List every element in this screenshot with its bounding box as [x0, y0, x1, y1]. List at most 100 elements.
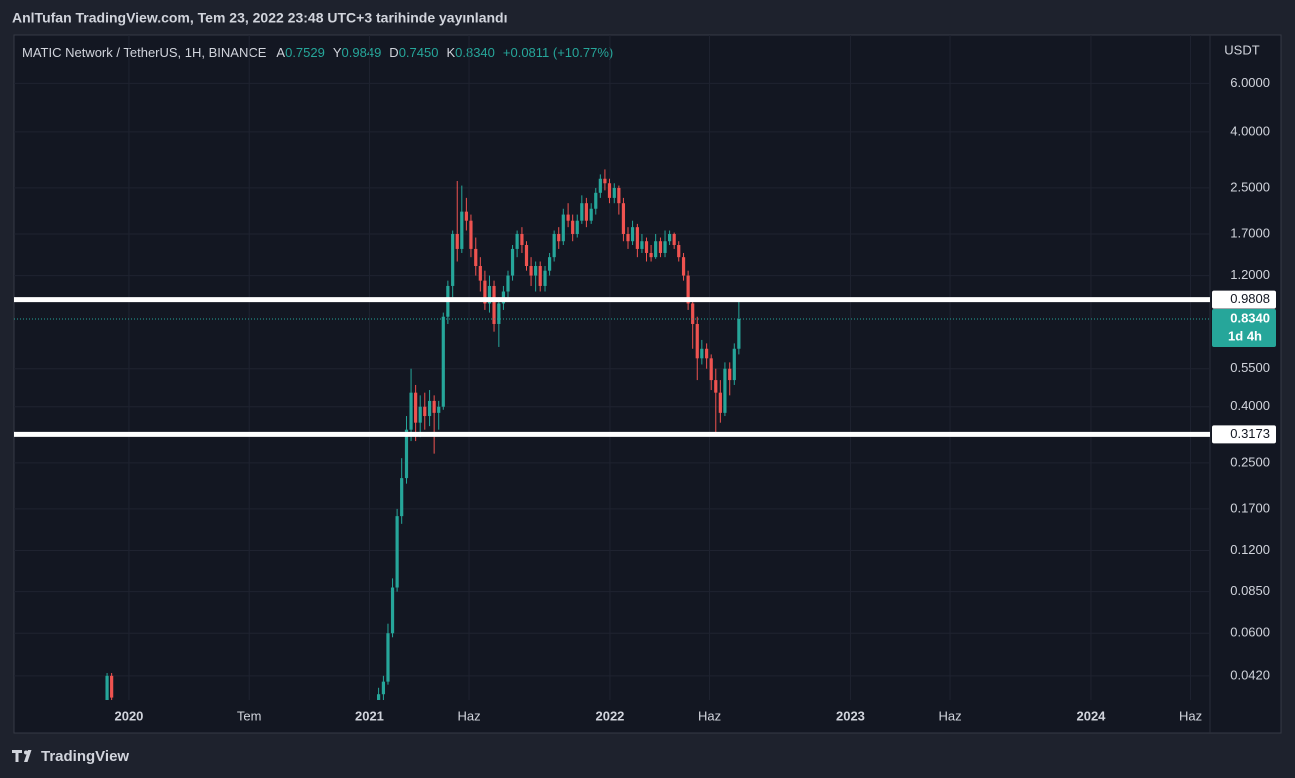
ohlc-value: 0.8340	[455, 45, 495, 60]
candle-body	[705, 348, 709, 359]
last-price-box	[1212, 309, 1276, 348]
candle-body	[423, 406, 427, 417]
y-tick-label: 1.2000	[1230, 267, 1270, 282]
y-tick-label: 6.0000	[1230, 75, 1270, 90]
candle-body	[695, 323, 699, 359]
candle-body	[506, 275, 510, 292]
brand-name: TradingView	[41, 748, 129, 765]
candle-body	[404, 429, 409, 479]
legend-text: MATIC Network / TetherUS, 1H, BINANCE A0.…	[22, 45, 613, 60]
y-tick-label: 0.4000	[1230, 398, 1270, 413]
y-tick-label: 0.1700	[1230, 500, 1270, 515]
candle-body	[621, 203, 626, 234]
publish-header: AnlTufan TradingView.com, Tem 23, 2022 2…	[12, 10, 507, 26]
candle-body	[418, 406, 422, 423]
candle-body	[483, 280, 487, 304]
brand-logo	[12, 750, 32, 762]
symbol-name: MATIC Network / TetherUS, 1H, BINANCE	[22, 45, 267, 60]
ohlc-value: 0.7529	[285, 45, 325, 60]
axes: 6.0000 4.0000 2.5000 1.7000 1.2000 0.5500 0.40…	[114, 75, 1276, 723]
candle-body	[497, 303, 501, 324]
candle-body	[515, 233, 519, 249]
y-tick-label: 0.0420	[1230, 667, 1270, 682]
candle-body	[640, 241, 644, 249]
candle-body	[469, 220, 473, 249]
change: +0.0811 (+10.77%)	[503, 45, 613, 60]
candle-body	[737, 319, 741, 349]
candle-body	[732, 348, 736, 381]
x-tick-label: 2020	[114, 708, 143, 723]
ohlc-value: 0.7450	[399, 45, 439, 60]
candle-body	[686, 275, 690, 304]
candle-body	[571, 220, 575, 234]
logo-icon	[12, 750, 32, 762]
candle-body	[105, 675, 109, 700]
candle-body	[644, 241, 649, 253]
candle-body	[432, 400, 436, 413]
candle-body	[543, 270, 547, 286]
candle-body	[437, 406, 441, 413]
y-tick-label: 0.5500	[1230, 360, 1270, 375]
candle-body	[520, 233, 524, 246]
candle-body	[110, 675, 114, 698]
candle-body	[594, 192, 598, 209]
candle-body	[409, 392, 413, 430]
candle-body	[709, 358, 713, 381]
candle-body	[667, 233, 672, 242]
chart-pane	[13, 34, 1282, 734]
candle-body	[524, 245, 529, 267]
candle-body	[376, 694, 381, 700]
candle-body	[718, 392, 722, 413]
x-tick-label: Haz	[938, 708, 961, 723]
candle-body	[714, 380, 718, 393]
x-tick-label: Tem	[237, 708, 262, 723]
logo-dot	[24, 750, 28, 755]
ohlc-label: Y	[333, 45, 342, 60]
ohlc-label: K	[446, 45, 455, 60]
candle-body	[723, 368, 727, 413]
candle-body	[598, 178, 602, 193]
x-tick-label: 2021	[355, 708, 384, 723]
candle-body	[603, 178, 607, 184]
candle-body	[460, 211, 464, 249]
candle-body	[400, 478, 404, 517]
x-tick-label: 2022	[595, 708, 624, 723]
candle-body	[626, 233, 630, 242]
candle-body	[691, 303, 695, 324]
candle-body	[658, 241, 663, 253]
x-tick-label: Haz	[457, 708, 480, 723]
y-tick-label: 0.0850	[1230, 583, 1270, 598]
candle-body	[580, 203, 584, 221]
candle-body	[728, 368, 732, 381]
candle-body	[630, 227, 635, 242]
x-tick-label: 2023	[836, 708, 865, 723]
candle-body	[607, 183, 612, 198]
candle-body	[510, 248, 515, 276]
level-label-box	[1212, 425, 1276, 444]
y-unit: USDT	[1224, 42, 1259, 57]
x-tick-label: 2024	[1076, 708, 1106, 723]
y-tick-label: 1.7000	[1230, 225, 1270, 240]
candle-body	[474, 248, 478, 267]
candle-body	[492, 285, 496, 324]
candle-body	[547, 257, 552, 271]
candle-body	[529, 266, 533, 276]
candle-body	[649, 252, 653, 258]
candle-body	[538, 266, 542, 286]
candle-body	[557, 233, 561, 242]
ohlc-label: A	[276, 45, 285, 60]
candle-body	[635, 227, 639, 249]
level-label-box	[1212, 290, 1276, 309]
candle-body	[677, 245, 681, 258]
candle-body	[566, 214, 570, 221]
candle-body	[487, 285, 492, 304]
candle-body	[700, 348, 704, 359]
y-tick-label: 2.5000	[1230, 179, 1270, 194]
last-price-label: 0.8340	[1230, 310, 1270, 325]
y-tick-label: 0.2500	[1230, 454, 1270, 469]
candle-body	[561, 214, 565, 242]
candle-body	[534, 266, 538, 276]
candle-body	[464, 211, 468, 221]
candle-body	[612, 187, 616, 198]
